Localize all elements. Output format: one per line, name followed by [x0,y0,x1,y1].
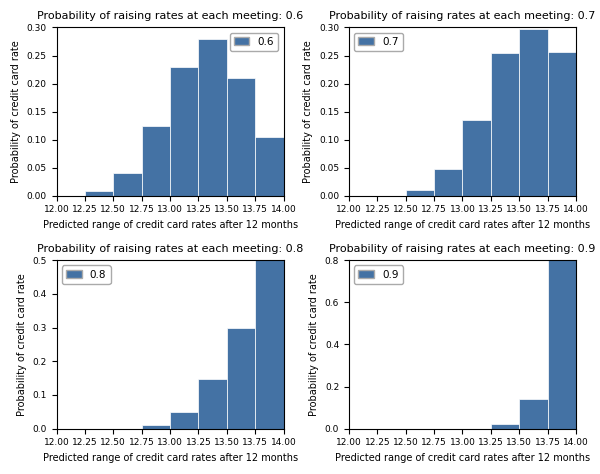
Bar [255,259,284,428]
Bar [434,169,463,196]
Bar [199,39,227,196]
Bar [491,53,519,196]
Bar [170,412,199,428]
Bar [519,28,548,196]
Bar [548,260,576,428]
Bar [170,67,199,196]
Legend: 0.7: 0.7 [354,33,403,51]
Title: Probability of raising rates at each meeting: 0.7: Probability of raising rates at each mee… [329,11,596,21]
Bar [406,190,434,196]
X-axis label: Predicted range of credit card rates after 12 months: Predicted range of credit card rates aft… [43,453,298,463]
Bar [227,328,255,428]
Legend: 0.8: 0.8 [62,265,110,284]
Bar [227,78,255,196]
Title: Probability of raising rates at each meeting: 0.6: Probability of raising rates at each mee… [37,11,303,21]
Bar [491,424,519,428]
Bar [113,173,142,196]
Bar [142,425,170,428]
Bar [548,52,576,196]
Bar [255,137,284,196]
Bar [199,379,227,428]
X-axis label: Predicted range of credit card rates after 12 months: Predicted range of credit card rates aft… [43,220,298,230]
X-axis label: Predicted range of credit card rates after 12 months: Predicted range of credit card rates aft… [335,453,590,463]
Y-axis label: Probability of credit card rate: Probability of credit card rate [11,40,21,183]
Bar [463,120,491,196]
Bar [85,191,113,196]
Title: Probability of raising rates at each meeting: 0.9: Probability of raising rates at each mee… [329,244,596,254]
Y-axis label: Probability of credit card rate: Probability of credit card rate [304,40,313,183]
X-axis label: Predicted range of credit card rates after 12 months: Predicted range of credit card rates aft… [335,220,590,230]
Bar [142,126,170,196]
Legend: 0.9: 0.9 [354,265,403,284]
Y-axis label: Probability of credit card rate: Probability of credit card rate [309,273,319,416]
Bar [519,399,548,428]
Title: Probability of raising rates at each meeting: 0.8: Probability of raising rates at each mee… [37,244,303,254]
Legend: 0.6: 0.6 [230,33,278,51]
Y-axis label: Probability of credit card rate: Probability of credit card rate [17,273,27,416]
